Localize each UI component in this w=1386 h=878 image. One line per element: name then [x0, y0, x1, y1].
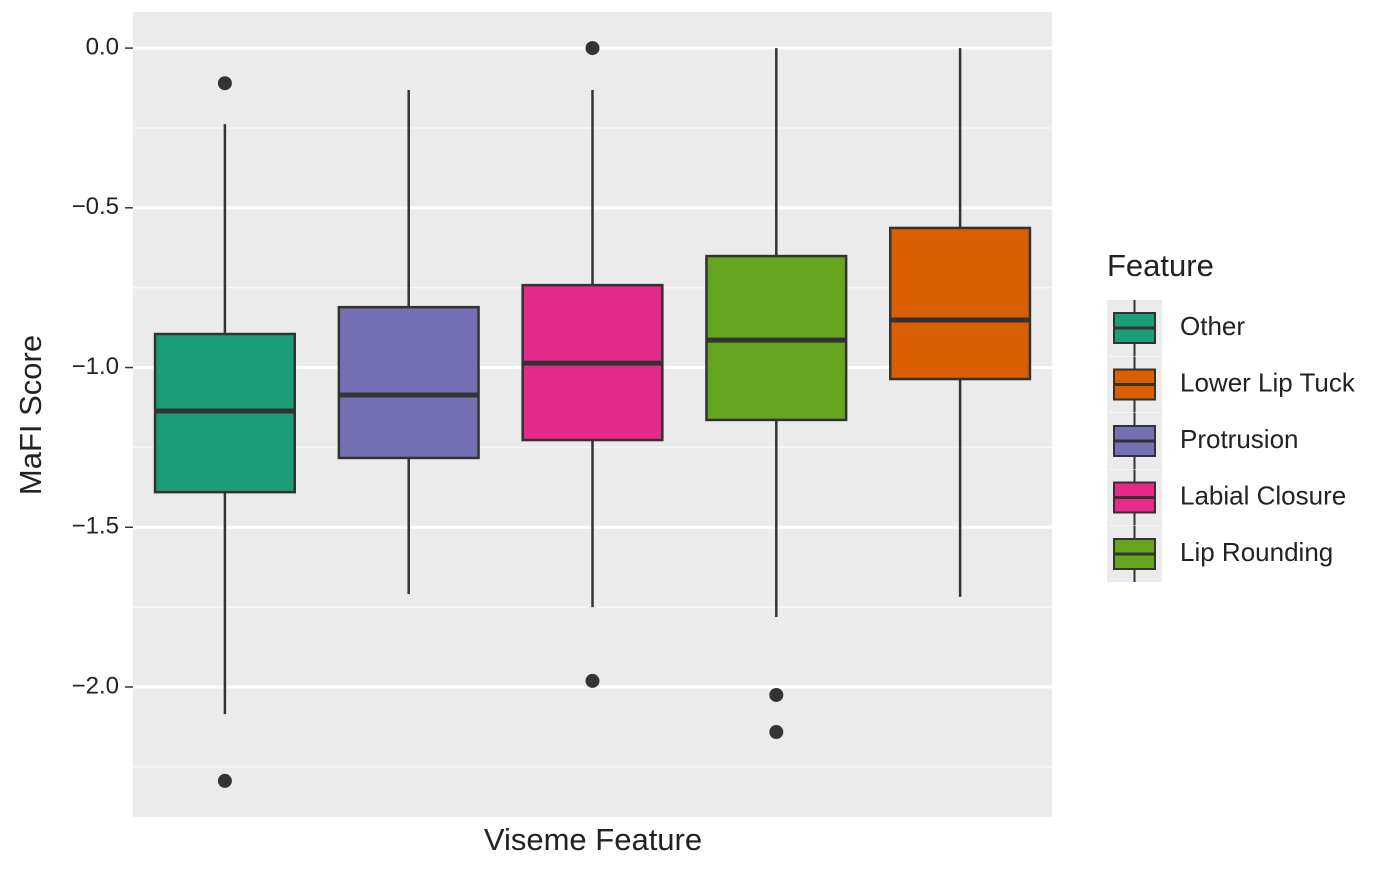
y-tick-label: −1.0	[72, 353, 119, 380]
y-tick-label: −1.5	[72, 513, 119, 540]
legend-label: Other	[1180, 311, 1245, 341]
marks	[153, 41, 1032, 788]
x-axis-title: Viseme Feature	[484, 822, 702, 857]
outlier	[217, 773, 232, 788]
outlier	[769, 725, 784, 740]
y-axis-title: MaFI Score	[13, 335, 48, 495]
legend-label: Protrusion	[1180, 424, 1299, 454]
outlier	[217, 76, 232, 91]
legend-label: Lip Rounding	[1180, 537, 1333, 567]
outlier	[585, 41, 600, 56]
y-tick-label: 0.0	[86, 33, 119, 60]
legend-label: Labial Closure	[1180, 480, 1346, 510]
legend-title: Feature	[1107, 248, 1214, 283]
box	[337, 305, 480, 460]
box	[889, 226, 1032, 381]
y-tick-label: −0.5	[72, 193, 119, 220]
y-tick-label: −2.0	[72, 672, 119, 699]
legend-label: Lower Lip Tuck	[1180, 367, 1356, 397]
outlier	[585, 673, 600, 688]
outlier	[769, 687, 784, 702]
